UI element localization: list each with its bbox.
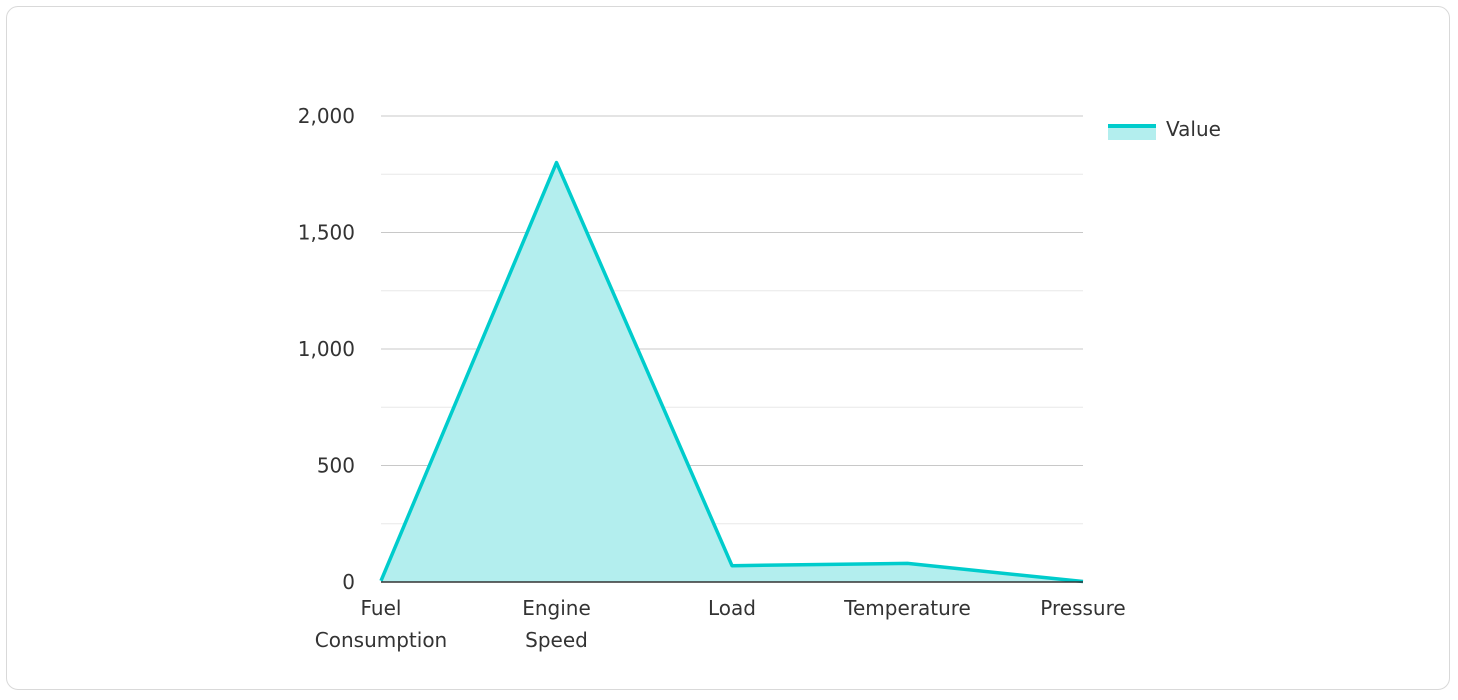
x-category-label: Engine Speed: [522, 596, 591, 652]
x-category-label: Fuel Consumption: [315, 596, 447, 652]
y-tick-label: 500: [317, 454, 355, 478]
legend: Value: [1108, 117, 1221, 141]
y-axis-ticks: 0 500 1,000 1,500 2,000: [298, 104, 355, 594]
y-tick-label: 2,000: [298, 104, 355, 128]
y-tick-label: 0: [342, 570, 355, 594]
y-tick-label: 1,000: [298, 337, 355, 361]
legend-swatch-line: [1108, 124, 1156, 128]
x-category-label: Pressure: [1040, 596, 1125, 620]
chart-card: 0 500 1,000 1,500 2,000 Fuel Consumption Engin…: [6, 6, 1450, 690]
x-axis-categories: Fuel Consumption Engine Speed Load Temperatur…: [315, 596, 1126, 652]
area-chart: 0 500 1,000 1,500 2,000 Fuel Consumption Engin…: [298, 104, 1221, 652]
series-line: [379, 160, 1084, 584]
y-tick-label: 1,500: [298, 221, 355, 245]
area-series: [379, 160, 1084, 584]
area-fill: [381, 162, 1083, 582]
legend-label: Value: [1166, 117, 1221, 141]
legend-item[interactable]: Value: [1108, 117, 1221, 141]
x-category-label: Load: [708, 596, 756, 620]
x-category-label: Temperature: [843, 596, 971, 620]
